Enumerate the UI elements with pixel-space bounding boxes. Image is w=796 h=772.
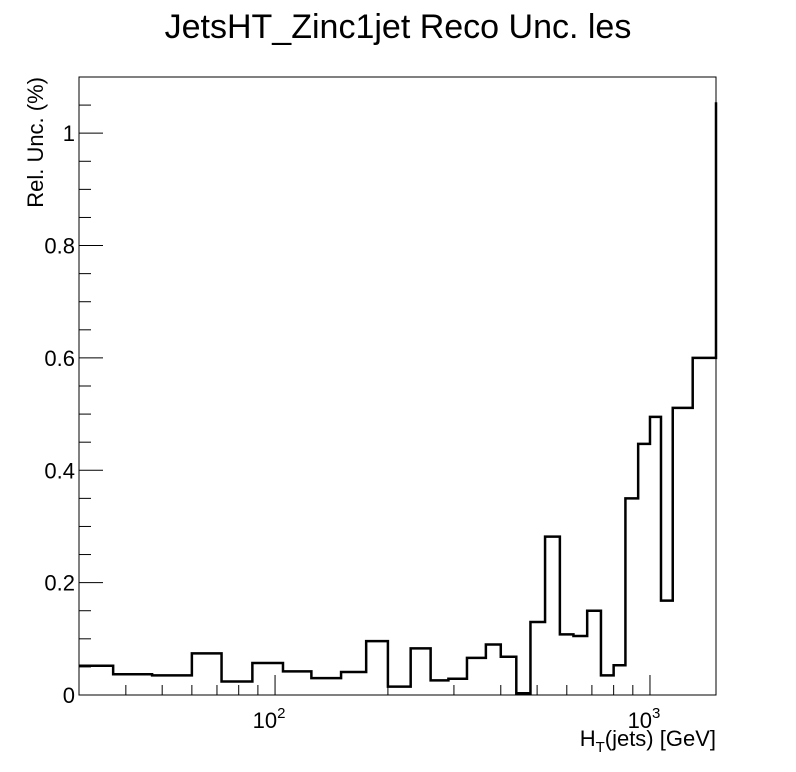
chart-title: JetsHT_Zinc1jet Reco Unc. les <box>165 8 632 46</box>
x-tick-label: 103 <box>628 705 661 733</box>
x-axis-label: HT(jets) [GeV] <box>580 726 716 756</box>
x-axis-label-main: H <box>580 726 596 751</box>
y-tick-label: 0.8 <box>44 234 75 259</box>
y-tick-label: 1 <box>63 121 75 146</box>
x-axis-tick-labels: 102 103 <box>253 705 661 733</box>
plot-frame <box>78 76 717 696</box>
x-axis-ticks <box>78 675 651 695</box>
y-tick-label: 0.2 <box>44 571 75 596</box>
x-tick-label: 102 <box>253 705 286 733</box>
y-tick-label: 0.4 <box>44 458 75 483</box>
histogram-series-line <box>79 102 718 695</box>
y-tick-label: 0.6 <box>44 346 75 371</box>
y-axis-label: Rel. Unc. (%) <box>23 77 48 208</box>
x-axis-label-sub: T <box>596 739 605 756</box>
y-axis-ticks <box>79 76 103 696</box>
y-axis-tick-labels: 0 0.2 0.4 0.6 0.8 1 <box>44 121 75 708</box>
y-tick-label: 0 <box>63 683 75 708</box>
x-axis-label-rest: (jets) [GeV] <box>605 726 716 751</box>
